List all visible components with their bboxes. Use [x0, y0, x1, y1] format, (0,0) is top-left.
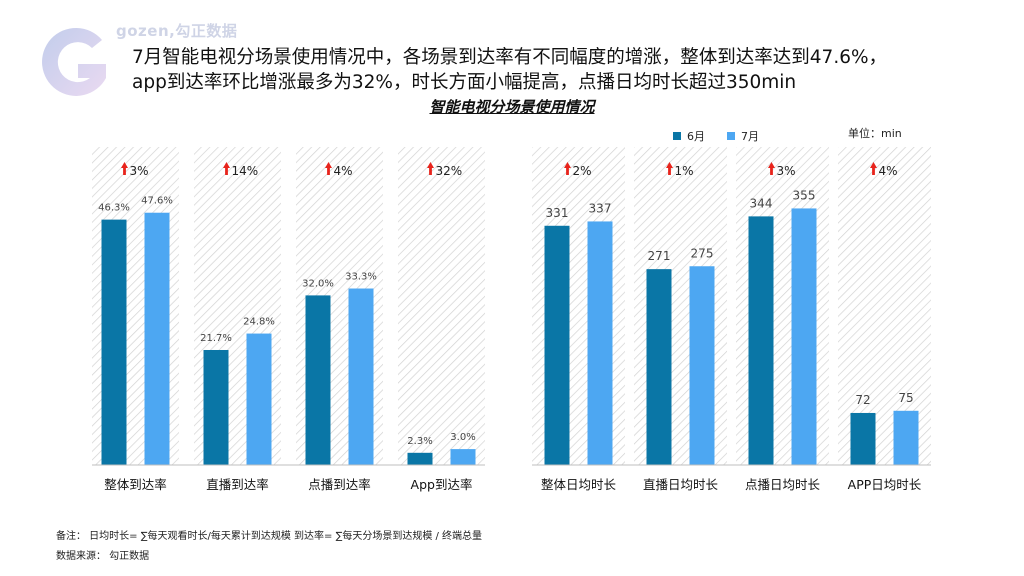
- chart-subtitle: 智能电视分场景使用情况: [429, 98, 595, 116]
- bar-july-0-0: [144, 212, 170, 465]
- headline: 7月智能电视分场景使用情况中，各场景到达率有不同幅度的增涨，整体到达率达到47.…: [132, 45, 1012, 95]
- category-label-1-3: APP日均时长: [848, 477, 922, 492]
- category-label-1-1: 直播日均时长: [643, 477, 719, 492]
- bar-june-0-0: [101, 219, 127, 465]
- data-label-june-0-0: 46.3%: [98, 203, 130, 214]
- growth-label-0-3: 32%: [436, 164, 463, 178]
- data-label-july-1-3: 75: [898, 391, 913, 405]
- category-label-1-0: 整体日均时长: [541, 477, 617, 492]
- data-label-july-1-1: 275: [691, 246, 714, 260]
- category-label-0-2: 点播到达率: [308, 477, 371, 492]
- bar-june-1-1: [646, 269, 672, 465]
- growth-label-1-1: 1%: [675, 164, 694, 178]
- headline-line-1: 7月智能电视分场景使用情况中，各场景到达率有不同幅度的增涨，整体到达率达到47.…: [132, 47, 888, 68]
- unit-label: 单位：min: [848, 127, 902, 140]
- legend-item-july: 7月: [727, 128, 759, 144]
- growth-arrow-icon-0-1: [223, 162, 230, 175]
- footnote-source: 数据来源： 勾正数据: [56, 551, 150, 562]
- legend-swatch-june: [673, 132, 681, 140]
- growth-arrow-icon-1-1: [666, 162, 673, 175]
- brand-logo-text: gozen,勾正数据: [116, 22, 238, 40]
- category-label-1-2: 点播日均时长: [745, 477, 821, 492]
- bar-july-1-0: [587, 221, 613, 465]
- footnote-formula: 备注： 日均时长= ∑每天观看时长/每天累计到达规模 到达率= ∑每天分场景到达…: [56, 531, 483, 542]
- growth-arrow-icon-1-0: [564, 162, 571, 175]
- category-label-0-3: App到达率: [411, 477, 473, 492]
- bar-july-1-3: [893, 410, 919, 465]
- data-label-july-1-2: 355: [793, 188, 816, 202]
- bar-june-1-2: [748, 216, 774, 465]
- data-label-july-0-1: 24.8%: [243, 317, 275, 328]
- data-label-july-0-0: 47.6%: [141, 196, 173, 207]
- data-label-june-1-1: 271: [648, 249, 671, 263]
- bar-july-0-3: [450, 449, 476, 465]
- growth-arrow-icon-0-0: [121, 162, 128, 175]
- legend-label-june: 6月: [687, 130, 705, 143]
- growth-arrow-icon-1-3: [870, 162, 877, 175]
- data-label-june-0-3: 2.3%: [407, 436, 432, 447]
- bar-june-0-3: [407, 452, 433, 465]
- bar-june-0-1: [203, 349, 229, 465]
- panel-bg-0-3: [398, 147, 485, 465]
- legend-label-july: 7月: [741, 130, 759, 143]
- data-label-june-1-0: 331: [546, 206, 569, 220]
- growth-label-1-2: 3%: [777, 164, 796, 178]
- bar-june-1-3: [850, 412, 876, 465]
- category-label-0-0: 整体到达率: [104, 477, 167, 492]
- legend-item-june: 6月: [673, 128, 705, 144]
- legend-swatch-july: [727, 132, 735, 140]
- bar-july-0-1: [246, 333, 272, 465]
- growth-label-1-3: 4%: [879, 164, 898, 178]
- brand-logo-g-icon: [42, 27, 106, 96]
- data-label-july-1-0: 337: [589, 201, 612, 215]
- category-label-0-1: 直播到达率: [206, 477, 269, 492]
- growth-label-1-0: 2%: [573, 164, 592, 178]
- bar-june-0-2: [305, 295, 331, 465]
- growth-label-0-2: 4%: [334, 164, 353, 178]
- data-label-june-0-1: 21.7%: [200, 333, 232, 344]
- data-label-june-1-3: 72: [855, 393, 870, 407]
- growth-label-0-1: 14%: [232, 164, 259, 178]
- growth-label-0-0: 3%: [130, 164, 149, 178]
- bar-july-0-2: [348, 288, 374, 465]
- data-label-july-0-3: 3.0%: [450, 432, 475, 443]
- growth-arrow-icon-0-3: [427, 162, 434, 175]
- growth-arrow-icon-0-2: [325, 162, 332, 175]
- chart-legend: 6月 7月: [673, 128, 759, 144]
- headline-line-2: app到达率环比增涨最多为32%，时长方面小幅提高，点播日均时长超过350min: [132, 72, 797, 93]
- data-label-june-0-2: 32.0%: [302, 278, 334, 289]
- growth-arrow-icon-1-2: [768, 162, 775, 175]
- data-label-june-1-2: 344: [750, 196, 773, 210]
- data-label-july-0-2: 33.3%: [345, 272, 377, 283]
- bar-july-1-2: [791, 208, 817, 465]
- bar-july-1-1: [689, 266, 715, 465]
- bar-june-1-0: [544, 225, 570, 465]
